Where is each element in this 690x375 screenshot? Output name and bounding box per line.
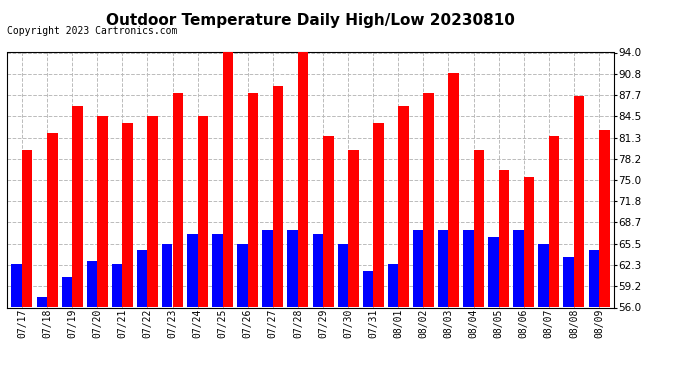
Bar: [72, 106, 83, 307]
Bar: [448, 73, 459, 308]
Bar: [564, 257, 574, 307]
Bar: [122, 123, 133, 308]
Bar: [162, 244, 172, 308]
Bar: [323, 136, 333, 308]
Bar: [313, 234, 323, 308]
Bar: [438, 230, 449, 308]
Bar: [574, 96, 584, 308]
Bar: [172, 93, 183, 308]
Bar: [363, 271, 373, 308]
Bar: [337, 244, 348, 308]
Text: Copyright 2023 Cartronics.com: Copyright 2023 Cartronics.com: [7, 26, 177, 36]
Bar: [187, 234, 197, 308]
Bar: [137, 251, 148, 308]
Bar: [197, 116, 208, 308]
Bar: [599, 130, 609, 308]
Bar: [538, 244, 549, 308]
Bar: [273, 86, 284, 308]
Bar: [223, 53, 233, 308]
Bar: [97, 116, 108, 308]
Bar: [262, 230, 273, 308]
Bar: [463, 230, 473, 308]
Bar: [288, 230, 298, 308]
Bar: [348, 150, 359, 308]
Bar: [589, 251, 599, 308]
Bar: [424, 93, 434, 308]
Bar: [248, 93, 258, 308]
Bar: [488, 237, 499, 308]
Bar: [499, 170, 509, 308]
Bar: [524, 177, 534, 308]
Bar: [112, 264, 122, 308]
Bar: [513, 230, 524, 308]
Bar: [22, 150, 32, 308]
Bar: [47, 133, 57, 308]
Bar: [12, 264, 22, 308]
Bar: [549, 136, 560, 308]
Bar: [61, 277, 72, 308]
Bar: [237, 244, 248, 308]
Bar: [373, 123, 384, 308]
Bar: [212, 234, 223, 308]
Text: Outdoor Temperature Daily High/Low 20230810: Outdoor Temperature Daily High/Low 20230…: [106, 13, 515, 28]
Bar: [388, 264, 398, 308]
Bar: [398, 106, 409, 307]
Bar: [37, 297, 47, 307]
Bar: [148, 116, 158, 308]
Bar: [413, 230, 424, 308]
Bar: [298, 53, 308, 308]
Bar: [87, 261, 97, 308]
Bar: [473, 150, 484, 308]
